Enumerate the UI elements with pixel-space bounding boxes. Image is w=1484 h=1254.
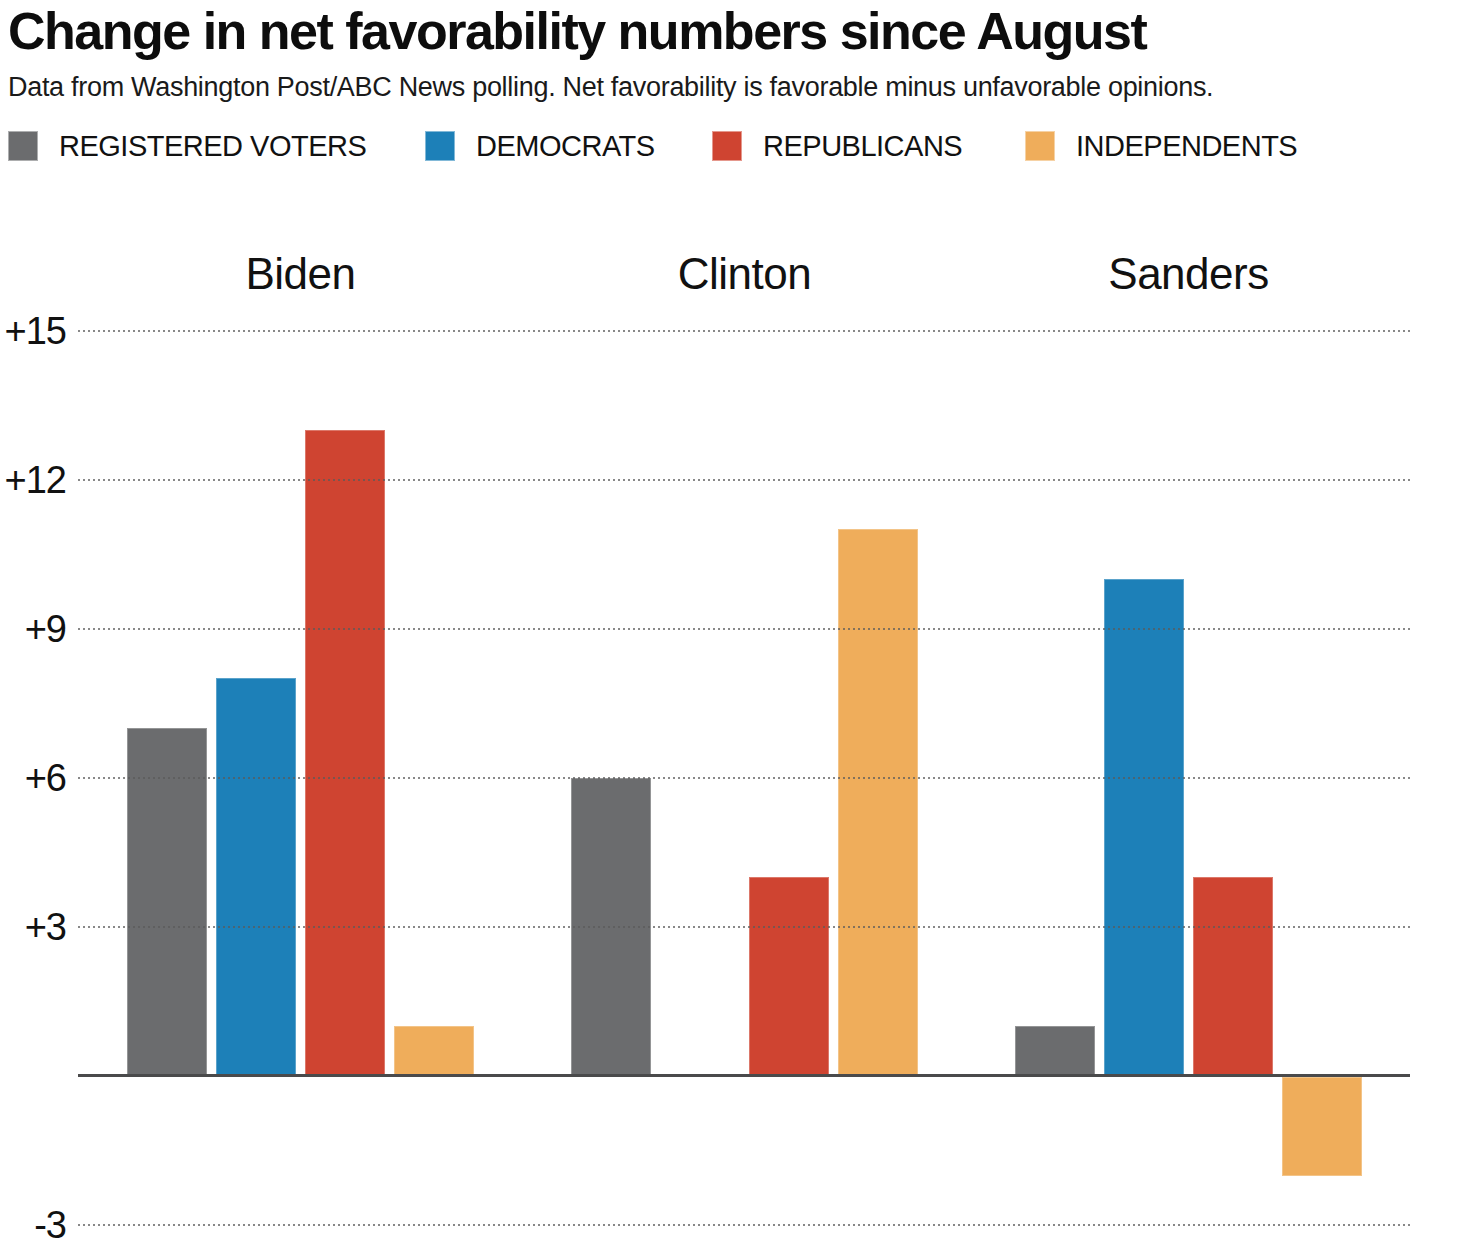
y-tick-label: +6 xyxy=(0,755,66,801)
gridline-m3 xyxy=(78,1224,1410,1226)
bar-sanders-registered-voters xyxy=(1015,1026,1095,1076)
gridline-p3 xyxy=(78,926,1410,928)
y-tick-label: +3 xyxy=(0,904,66,950)
bar-biden-democrats xyxy=(216,678,296,1076)
x-axis-line xyxy=(78,1074,1410,1077)
plot-area: +15 +12 +9 +6 +3 -3 Biden Clinton Sanders xyxy=(0,0,1484,1254)
favorability-chart: Change in net favorability numbers since… xyxy=(0,0,1484,1254)
category-label-clinton: Clinton xyxy=(595,249,895,299)
category-label-sanders: Sanders xyxy=(1039,249,1339,299)
bar-sanders-republicans xyxy=(1193,877,1273,1076)
bar-sanders-democrats xyxy=(1104,579,1184,1076)
bar-biden-registered-voters xyxy=(127,728,207,1076)
bar-clinton-republicans xyxy=(749,877,829,1076)
y-tick-label: +12 xyxy=(0,457,66,503)
y-tick-label: +9 xyxy=(0,606,66,652)
category-label-biden: Biden xyxy=(151,249,451,299)
bar-sanders-independents xyxy=(1282,1077,1362,1176)
gridline-p12 xyxy=(78,479,1410,481)
gridline-p6 xyxy=(78,777,1410,779)
y-tick-label: +15 xyxy=(0,308,66,354)
bar-biden-independents xyxy=(394,1026,474,1076)
bar-biden-republicans xyxy=(305,430,385,1076)
y-tick-label: -3 xyxy=(0,1202,66,1248)
bar-clinton-independents xyxy=(838,529,918,1076)
gridline-p15 xyxy=(78,330,1410,332)
gridline-p9 xyxy=(78,628,1410,630)
